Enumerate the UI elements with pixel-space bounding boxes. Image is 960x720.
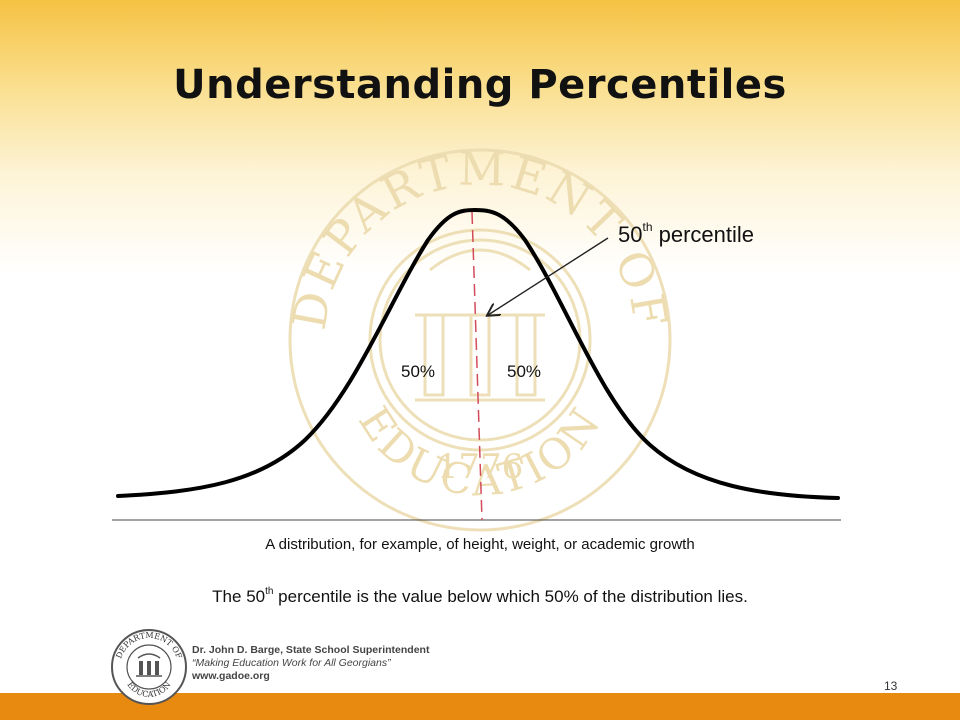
right-percent-label: 50% [507, 362, 542, 381]
percentile-statement: The 50th percentile is the value below w… [0, 586, 960, 607]
axis-caption: A distribution, for example, of height, … [265, 536, 695, 553]
callout-superscript: th [642, 220, 653, 234]
arrow-icon [488, 237, 609, 315]
median-line [471, 211, 483, 521]
footer-superintendent: Dr. John D. Barge, State School Superint… [192, 644, 430, 656]
left-percent-label: 50% [401, 362, 436, 381]
footer-seal-icon: DEPARTMENT OF EDUCATION [111, 629, 187, 705]
footer-text: Dr. John D. Barge, State School Superint… [192, 644, 429, 683]
page-number: 13 [884, 679, 898, 693]
statement-before: The 50 [212, 587, 266, 606]
callout-text: percentile [652, 222, 755, 247]
statement-after: percentile is the value below which 50% … [273, 587, 748, 606]
footer-website: www.gadoe.org [192, 670, 270, 682]
footer-tagline: “Making Education Work for All Georgians… [192, 657, 391, 669]
callout-number: 50 [618, 222, 643, 247]
slide-title: Understanding Percentiles [173, 62, 787, 108]
callout-label: 50th percentile [618, 220, 755, 248]
statement-superscript: th [265, 586, 274, 597]
bell-curve [116, 208, 840, 500]
